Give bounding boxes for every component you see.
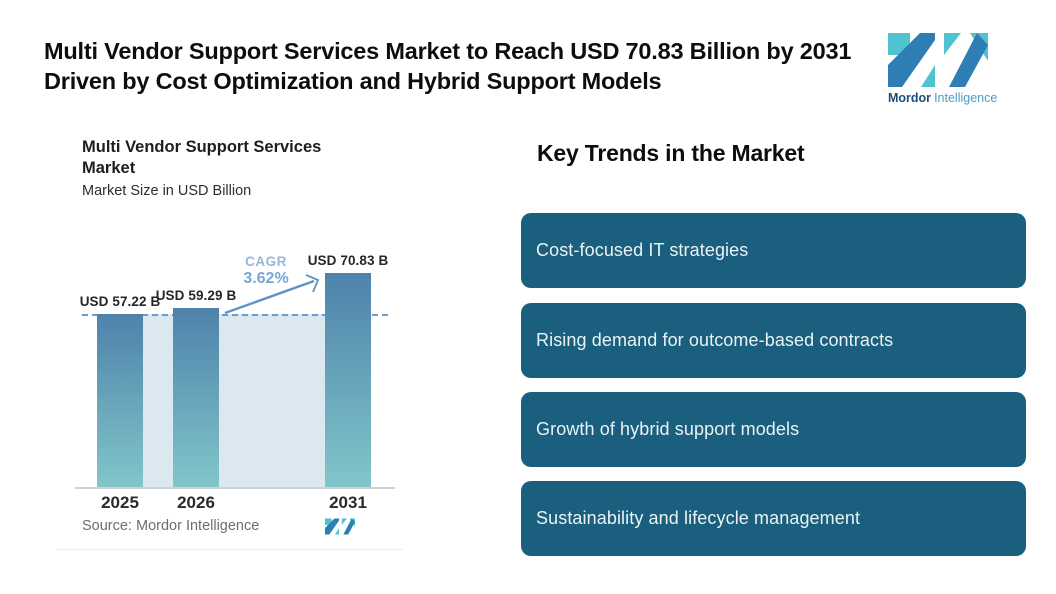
cagr-value: 3.62%	[243, 270, 289, 287]
bar-2031	[325, 273, 371, 488]
bar-group-2026: USD 59.29 B	[156, 288, 236, 488]
trend-box-hybrid-support-models: Growth of hybrid support models	[521, 392, 1026, 467]
plot-area: USD 57.22 B USD 59.29 B USD 70.83 B CAGR…	[75, 250, 395, 512]
dashed-reference-line	[82, 314, 388, 316]
bar-group-2031: USD 70.83 B	[308, 253, 388, 488]
trend-label: Growth of hybrid support models	[536, 419, 800, 439]
trend-box-cost-focused-it: Cost-focused IT strategies	[521, 213, 1026, 288]
bar-2026	[173, 308, 219, 488]
trend-label: Sustainability and lifecycle management	[536, 508, 861, 528]
x-axis-line	[75, 487, 395, 489]
brand-name-bold: Mordor	[888, 91, 932, 105]
bar-value-label-2031: USD 70.83 B	[307, 253, 389, 268]
x-tick-2026: 2026	[177, 493, 215, 512]
bar-value-label-2025: USD 57.22 B	[79, 294, 161, 309]
card-divider	[57, 549, 403, 550]
trend-label: Rising demand for outcome-based contract…	[536, 330, 894, 350]
bar-2025	[97, 314, 143, 488]
chart-subtitle: Market Size in USD Billion	[82, 183, 252, 199]
cagr-annotation: CAGR 3.62%	[223, 254, 309, 288]
chart-source: Source: Mordor Intelligence	[82, 518, 260, 534]
trend-box-outcome-based-contracts: Rising demand for outcome-based contract…	[521, 303, 1026, 378]
bar-group-2025: USD 57.22 B	[80, 294, 160, 488]
x-tick-2025: 2025	[101, 493, 139, 512]
page-title: Multi Vendor Support Services Market to …	[44, 38, 852, 94]
cagr-label: CAGR	[245, 254, 287, 269]
brand-name-light: Intelligence	[934, 91, 998, 105]
trend-box-sustainability-lifecycle: Sustainability and lifecycle management	[521, 481, 1026, 556]
brand-wordmark: Mordor Intelligence	[888, 91, 1038, 105]
mordor-intelligence-logo-icon	[888, 33, 988, 87]
bar-value-label-2026: USD 59.29 B	[155, 288, 237, 303]
brand-logo: Mordor Intelligence	[888, 33, 1038, 105]
trend-label: Cost-focused IT strategies	[536, 240, 749, 260]
key-trends-heading: Key Trends in the Market	[537, 140, 805, 166]
chart-watermark-logo-icon	[325, 518, 355, 535]
chart-title: Multi Vendor Support Services Market	[82, 138, 322, 177]
x-tick-2031: 2031	[329, 493, 367, 512]
